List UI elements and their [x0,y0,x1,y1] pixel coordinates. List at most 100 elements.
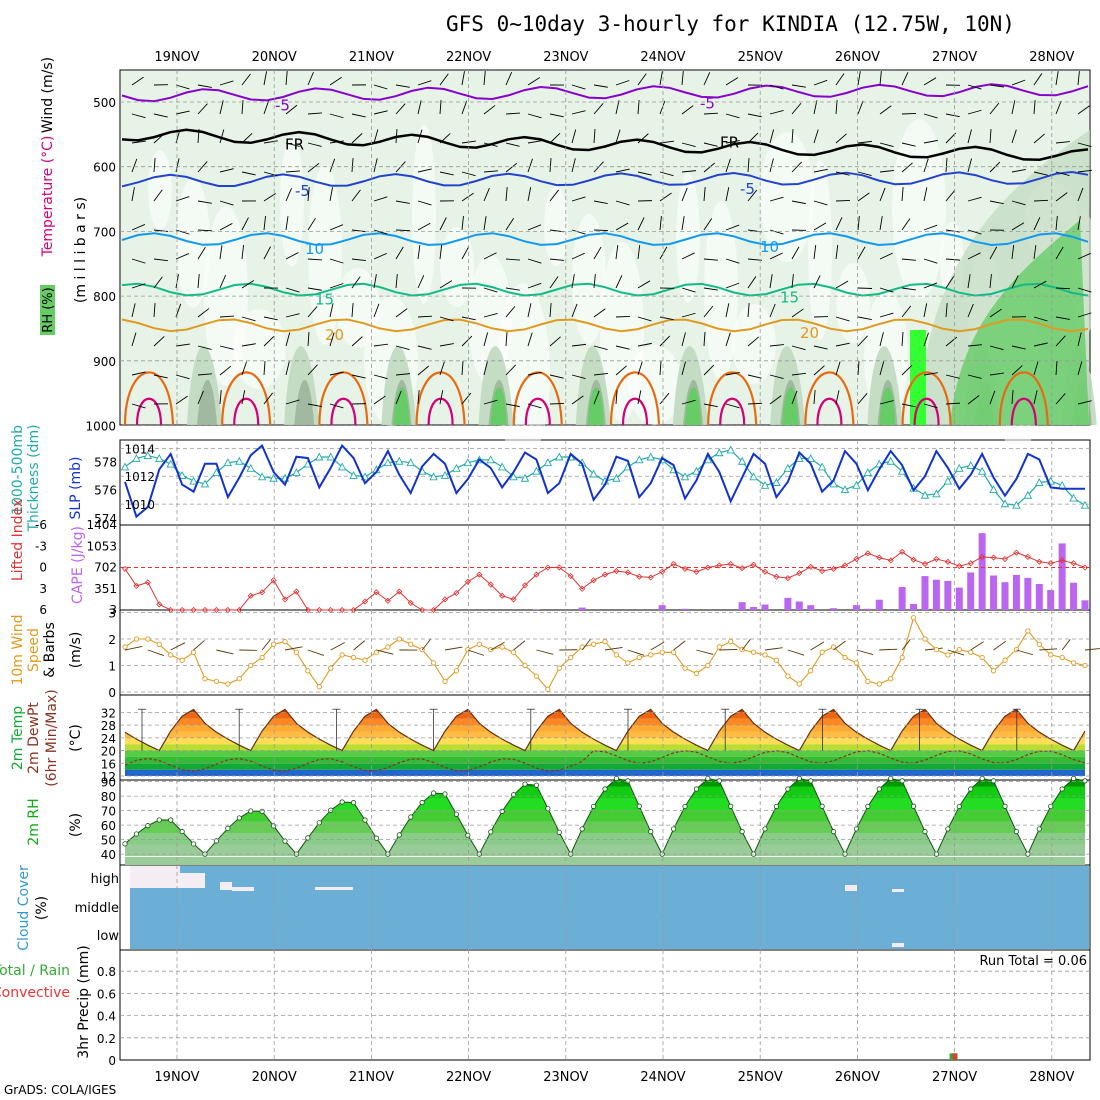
cloud-gap [180,873,205,888]
wind-barb [681,216,685,231]
date-label-bottom: 24NOV [640,1070,685,1085]
wind-barb [527,371,542,376]
wind-speed-point [510,649,517,655]
wind-barb [549,113,564,118]
lifted-index-point [693,568,700,575]
wind-barb [395,390,402,405]
temp-tick-label: 24 [101,732,116,746]
wind-speed-point [179,657,185,663]
lifted-index-point [144,579,151,586]
wind-barb [725,187,730,202]
thickness-point [200,479,210,488]
cape-bar [1024,577,1032,610]
rh-point [888,775,894,782]
wind-barb [791,390,798,405]
wind-barb [1033,361,1039,376]
temperature-contour-25 [415,371,466,426]
pressure-tick-label: 800 [93,290,116,304]
wind-speed-point [133,636,140,642]
wind-barb [923,372,938,376]
lifted-tick-label: 3 [39,582,47,596]
precip-convective-bar [952,1053,957,1060]
wind-barb [681,142,696,147]
wind10m-axis-label: 10m Wind [10,614,26,685]
lifted-index-point [556,564,563,571]
wind-speed-point [682,665,688,671]
wind-barb [604,646,623,651]
temperature-contour-25 [609,371,661,426]
rh-point [179,829,185,835]
wind-barb [153,113,168,118]
lifted-index-point [487,581,494,588]
wind-barb [1077,71,1080,86]
wind-barb [353,640,366,651]
wind10m-axis-label: Speed [26,628,42,672]
wind-barb [593,274,596,289]
rh-point [488,829,494,835]
wind-barb [527,303,532,318]
dewpoint-line [124,749,1086,772]
rh-point [453,811,460,817]
cloud-level-label: middle [75,901,119,916]
wind-barb [461,171,476,177]
wind-barb [395,246,404,260]
wind-speed-point [865,678,871,685]
wind-barb [923,187,928,202]
temperature-contour-30 [1010,397,1037,426]
temp-band [125,756,1085,764]
rh-point [773,803,780,810]
wind-barb [461,246,470,260]
wind-barb [1033,280,1047,289]
rh-shade-gray [197,379,217,425]
wind-barb [395,129,398,144]
wind-barb [1055,316,1070,320]
wind-barb [747,276,757,289]
wind-speed-point [602,639,608,645]
wind-speed-point [590,641,597,647]
pressure-tick-label: 500 [93,96,116,110]
cape-tick-label: 3 [109,603,117,617]
wind-speed-point [819,649,825,655]
wind-barb [1039,648,1058,651]
rh-tick-label: 40 [101,848,116,862]
rh-tick-label: 60 [101,819,116,833]
thickness-point [692,466,701,475]
lifted-index-point [396,588,403,595]
wind-barb [1055,71,1059,86]
wind-barb [791,84,806,88]
rh-point [648,829,654,835]
wind-barb [175,303,182,318]
pressure-tick-label: 900 [93,355,116,369]
wind-barb [307,217,316,231]
lifted-index-point [1059,557,1066,564]
cloud-gap [130,866,180,888]
wind-barb [417,345,432,350]
wind-barb [131,371,146,376]
wind-barb [483,71,486,86]
wind-barb [527,258,542,264]
wind-barb [307,649,325,656]
thickness-point [383,458,393,467]
wind-barb [1011,200,1026,206]
wind-barb [197,274,200,289]
wind-barb [879,312,894,318]
rh-tick-label: 90 [101,776,116,790]
thickness-point [863,468,873,477]
temp-bands [125,709,1085,776]
wind-barb [725,140,740,144]
wind-speed-point [659,649,665,655]
wind-barb [549,258,564,261]
wind-barb [659,316,674,321]
wind-barb [505,187,508,202]
temperature-contour-30 [330,397,357,426]
wind-barb [219,168,234,173]
wind-barb [835,390,840,405]
rh-point [590,803,597,810]
wind-barb [681,71,684,86]
rh-shade-green [782,387,799,425]
temperature-contour-30 [816,397,843,426]
wind-barb [1055,361,1058,376]
wind-speed-point [568,654,574,661]
wind-barb [945,132,957,144]
